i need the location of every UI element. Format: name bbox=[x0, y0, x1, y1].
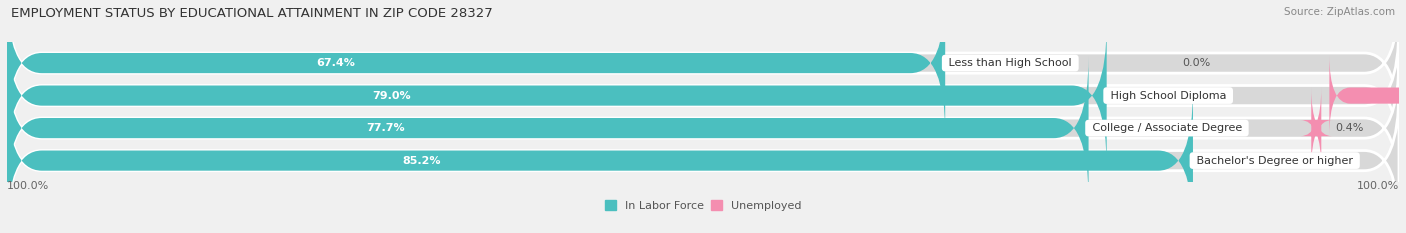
FancyBboxPatch shape bbox=[7, 0, 945, 134]
Text: 85.2%: 85.2% bbox=[404, 156, 441, 166]
Text: Less than High School: Less than High School bbox=[945, 58, 1076, 68]
Text: 79.0%: 79.0% bbox=[373, 91, 411, 101]
Text: EMPLOYMENT STATUS BY EDUCATIONAL ATTAINMENT IN ZIP CODE 28327: EMPLOYMENT STATUS BY EDUCATIONAL ATTAINM… bbox=[11, 7, 494, 20]
Text: 67.4%: 67.4% bbox=[316, 58, 354, 68]
FancyBboxPatch shape bbox=[1301, 87, 1331, 169]
Text: 0.4%: 0.4% bbox=[1336, 123, 1364, 133]
FancyBboxPatch shape bbox=[7, 89, 1399, 232]
Text: 77.7%: 77.7% bbox=[366, 123, 405, 133]
FancyBboxPatch shape bbox=[7, 24, 1107, 167]
FancyBboxPatch shape bbox=[7, 89, 1192, 232]
FancyBboxPatch shape bbox=[7, 57, 1399, 199]
Legend: In Labor Force, Unemployed: In Labor Force, Unemployed bbox=[600, 196, 806, 215]
Text: 100.0%: 100.0% bbox=[1357, 181, 1399, 191]
FancyBboxPatch shape bbox=[1330, 55, 1406, 136]
Text: High School Diploma: High School Diploma bbox=[1107, 91, 1230, 101]
Text: College / Associate Degree: College / Associate Degree bbox=[1088, 123, 1246, 133]
Text: 100.0%: 100.0% bbox=[7, 181, 49, 191]
Text: 0.0%: 0.0% bbox=[1182, 58, 1211, 68]
Text: Bachelor's Degree or higher: Bachelor's Degree or higher bbox=[1192, 156, 1357, 166]
FancyBboxPatch shape bbox=[7, 57, 1088, 199]
FancyBboxPatch shape bbox=[7, 0, 1399, 134]
Text: Source: ZipAtlas.com: Source: ZipAtlas.com bbox=[1284, 7, 1395, 17]
FancyBboxPatch shape bbox=[7, 24, 1399, 167]
